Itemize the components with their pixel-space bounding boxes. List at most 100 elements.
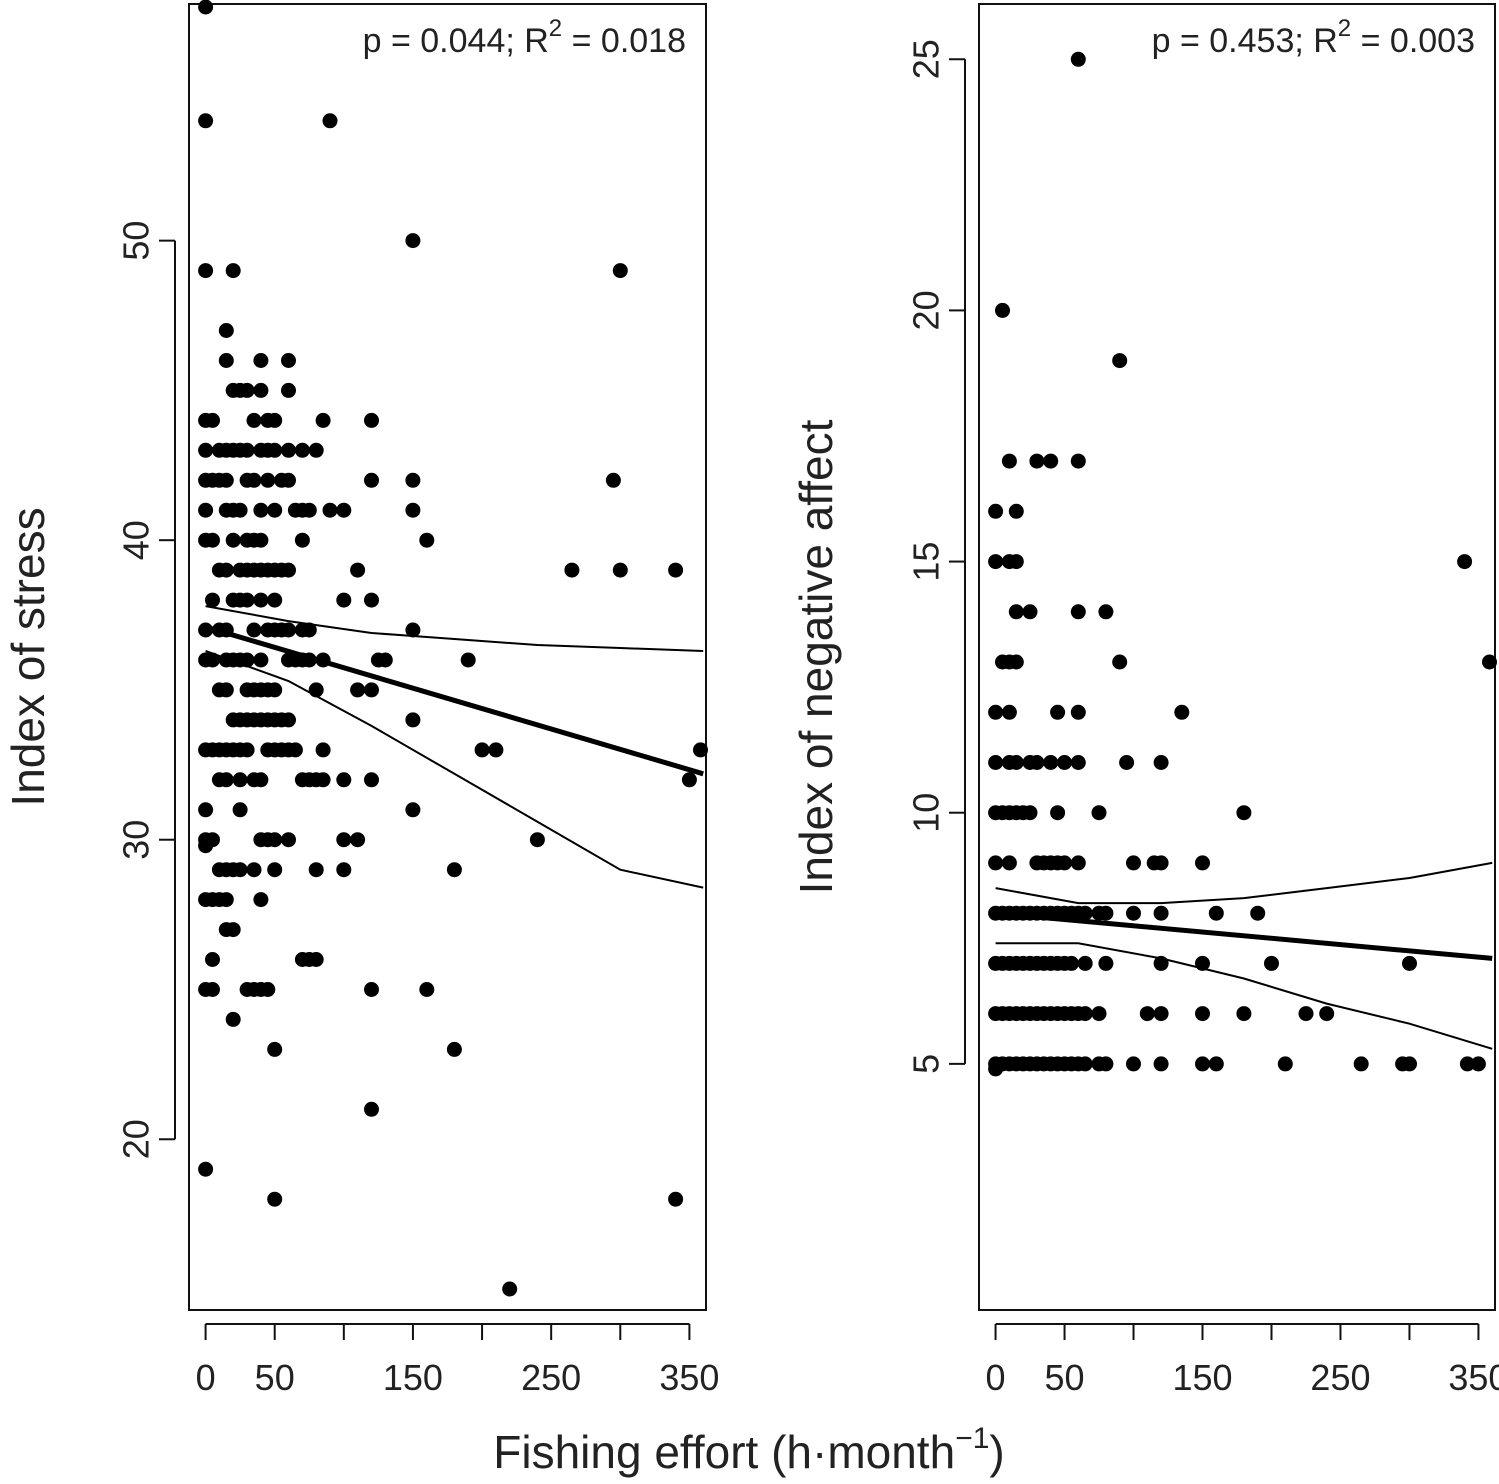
negative-affect-data-point <box>1057 855 1072 870</box>
stress-data-point <box>253 772 268 787</box>
shared-x-axis-label-superscript: −1 <box>955 1422 989 1455</box>
stress-data-point <box>253 383 268 398</box>
negative-affect-y-tick-label: 15 <box>906 542 947 582</box>
negative-affect-data-point <box>1154 1056 1169 1071</box>
negative-affect-data-point <box>1050 805 1065 820</box>
stress-data-point <box>240 593 255 608</box>
negative-affect-data-point <box>1002 855 1017 870</box>
negative-affect-data-point <box>1112 655 1127 670</box>
negative-affect-data-point <box>1009 755 1024 770</box>
negative-affect-data-point <box>988 755 1003 770</box>
stress-data-point <box>267 832 282 847</box>
stress-data-point <box>198 263 213 278</box>
stress-data-point <box>233 772 248 787</box>
stress-data-point <box>267 862 282 877</box>
stress-data-point <box>226 922 241 937</box>
negative-affect-data-point <box>1009 554 1024 569</box>
negative-affect-ci-upper-line <box>996 863 1493 903</box>
stress-data-point <box>281 473 296 488</box>
negative-affect-data-point <box>1071 755 1086 770</box>
negative-affect-data-point <box>1098 956 1113 971</box>
stress-x-tick-label: 50 <box>255 1357 295 1398</box>
stress-data-point <box>219 892 234 907</box>
negative-affect-data-point <box>988 705 1003 720</box>
stress-data-point <box>253 533 268 548</box>
stress-data-point <box>219 563 234 578</box>
stress-x-tick-label: 0 <box>196 1357 216 1398</box>
negative-affect-data-point <box>1112 353 1127 368</box>
negative-affect-data-point <box>1023 604 1038 619</box>
stress-data-point <box>295 533 310 548</box>
stress-data-point <box>219 772 234 787</box>
negative-affect-data-point <box>1023 805 1038 820</box>
stress-data-point <box>530 832 545 847</box>
stress-data-point <box>247 413 262 428</box>
stress-data-point <box>309 443 324 458</box>
stress-data-point <box>205 982 220 997</box>
stress-data-point <box>267 413 282 428</box>
stress-data-point <box>447 862 462 877</box>
stress-data-point <box>316 772 331 787</box>
stress-data-point <box>267 1192 282 1207</box>
stress-data-point <box>302 503 317 518</box>
stress-data-point <box>267 1042 282 1057</box>
stress-data-point <box>267 682 282 697</box>
negative-affect-panel: 0 50 150 250 350 5 10 15 20 25 Index of negative a… <box>790 4 1499 1398</box>
negative-affect-data-point <box>1002 454 1017 469</box>
negative-affect-stats-prefix: p = 0.453; R <box>1152 22 1338 60</box>
stress-data-point <box>281 623 296 638</box>
negative-affect-data-point <box>1209 1056 1224 1071</box>
stress-data-point <box>198 443 213 458</box>
negative-affect-data-point <box>1154 1006 1169 1021</box>
stress-data-point <box>613 263 628 278</box>
negative-affect-data-point <box>1354 1056 1369 1071</box>
stress-data-point <box>475 742 490 757</box>
stress-data-point <box>233 862 248 877</box>
negative-affect-data-point <box>1009 655 1024 670</box>
stress-data-point <box>198 0 213 15</box>
stress-data-point <box>288 742 303 757</box>
negative-affect-y-tick-label: 5 <box>906 1054 947 1074</box>
negative-affect-data-point <box>1236 805 1251 820</box>
stress-data-point <box>336 832 351 847</box>
stress-data-point <box>198 802 213 817</box>
negative-affect-data-point <box>1071 705 1086 720</box>
stress-y-tick-label: 40 <box>116 520 157 560</box>
stress-y-tick-label: 30 <box>116 820 157 860</box>
negative-affect-data-point <box>1009 604 1024 619</box>
stress-data-point <box>219 353 234 368</box>
stress-data-point <box>378 653 393 668</box>
stress-data-point <box>405 503 420 518</box>
stress-data-point <box>461 653 476 668</box>
stress-data-point <box>198 503 213 518</box>
stress-data-point <box>205 533 220 548</box>
stress-data-point <box>219 323 234 338</box>
stress-data-point <box>198 113 213 128</box>
stress-data-point <box>336 593 351 608</box>
stress-data-point <box>247 473 262 488</box>
stress-data-point <box>281 563 296 578</box>
stress-data-point <box>253 593 268 608</box>
negative-affect-x-tick-label: 350 <box>1448 1357 1499 1398</box>
stress-data-point <box>419 982 434 997</box>
stress-data-point <box>205 952 220 967</box>
negative-affect-data-point <box>1098 604 1113 619</box>
stress-data-point <box>316 742 331 757</box>
negative-affect-data-point <box>1236 1006 1251 1021</box>
stress-data-point <box>364 413 379 428</box>
stress-x-tick-label: 350 <box>659 1357 719 1398</box>
negative-affect-y-axis-label: Index of negative affect <box>790 419 842 894</box>
stress-data-point <box>281 832 296 847</box>
negative-affect-data-point <box>1402 956 1417 971</box>
stress-data-point <box>281 353 296 368</box>
negative-affect-data-point <box>1154 855 1169 870</box>
negative-affect-x-tick-label: 50 <box>1045 1357 1085 1398</box>
stress-data-point <box>405 473 420 488</box>
stress-data-point <box>336 772 351 787</box>
negative-affect-stats-suffix: = 0.003 <box>1351 22 1475 60</box>
negative-affect-data-point <box>1195 855 1210 870</box>
stress-data-point <box>606 473 621 488</box>
shared-x-axis-label: Fishing effort (h·month−1) <box>493 1422 1004 1478</box>
negative-affect-data-point <box>988 855 1003 870</box>
negative-affect-y-tick-label: 10 <box>906 793 947 833</box>
